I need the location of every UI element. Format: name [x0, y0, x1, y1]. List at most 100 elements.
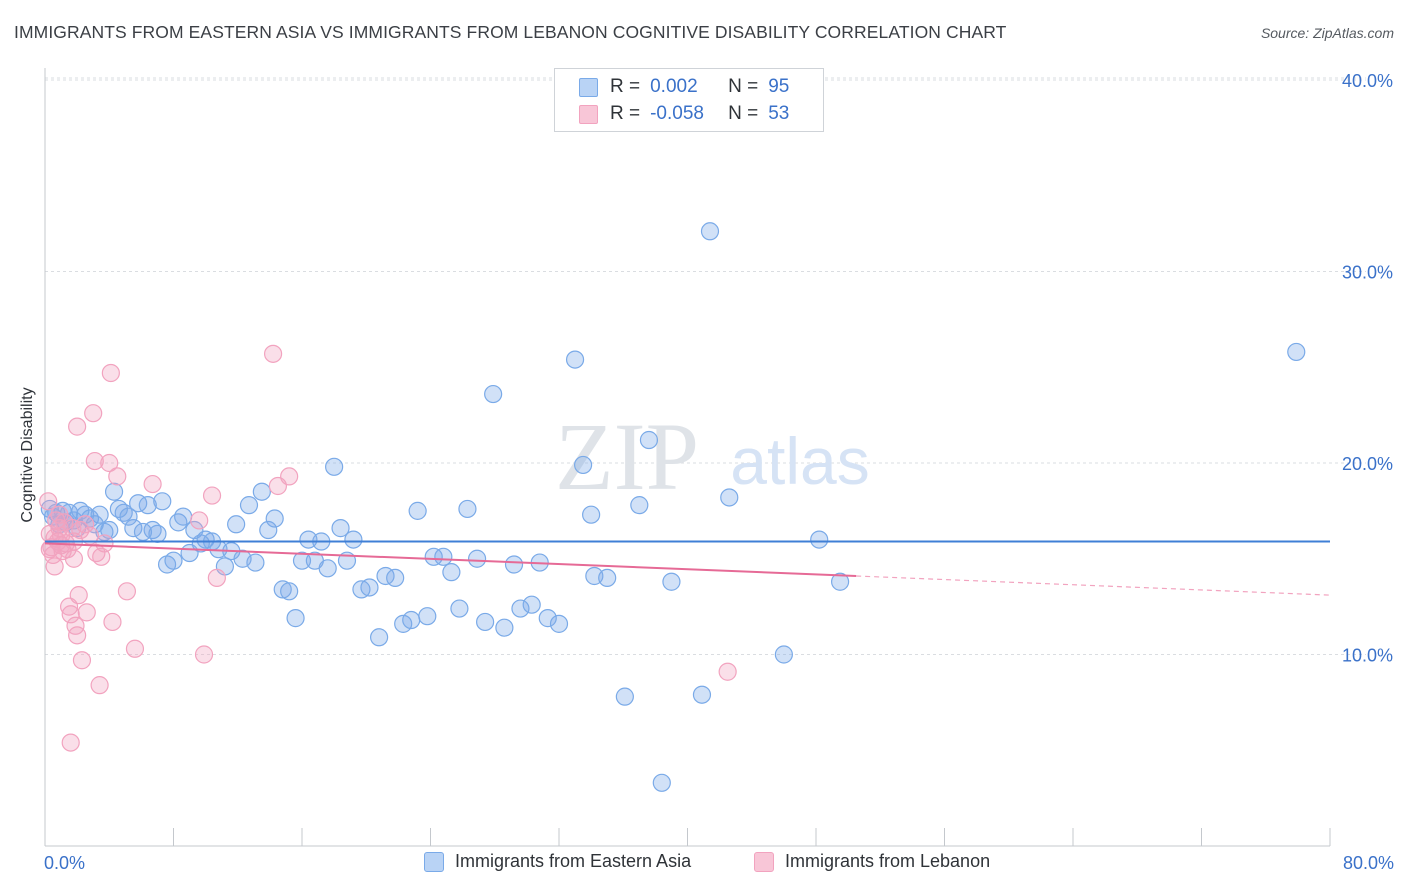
- point-eastern-asia: [280, 582, 299, 601]
- point-eastern-asia: [124, 519, 143, 538]
- point-eastern-asia: [196, 530, 215, 549]
- bottom-legend-swatch-lebanon: [754, 851, 774, 872]
- point-eastern-asia: [227, 515, 246, 534]
- watermark-atlas: atlas: [730, 424, 869, 498]
- point-lebanon: [143, 474, 162, 494]
- point-lebanon: [103, 612, 122, 632]
- bottom-legend-swatch-eastern-asia: [424, 851, 444, 872]
- trend-line-lebanon-extension: [856, 575, 1331, 596]
- point-eastern-asia: [344, 530, 363, 549]
- point-lebanon: [85, 451, 104, 471]
- point-eastern-asia: [360, 578, 379, 597]
- point-lebanon: [718, 662, 737, 681]
- point-lebanon: [100, 453, 119, 473]
- point-eastern-asia: [692, 685, 712, 704]
- point-eastern-asia: [408, 501, 427, 520]
- source-label: Source: ZipAtlas.com: [1260, 25, 1394, 41]
- legend-row-lebanon: R = -0.058 N = 53: [579, 102, 789, 126]
- point-eastern-asia: [286, 609, 305, 628]
- y-tick-labels: 10.0% 20.0% 30.0% 40.0%: [1342, 71, 1393, 666]
- point-eastern-asia: [318, 559, 337, 578]
- point-lebanon: [61, 605, 80, 624]
- point-eastern-asia: [639, 430, 659, 450]
- point-eastern-asia: [402, 610, 421, 630]
- point-lebanon: [125, 639, 145, 658]
- point-eastern-asia: [700, 222, 720, 241]
- point-lebanon: [95, 534, 114, 553]
- point-eastern-asia: [148, 524, 167, 543]
- x-tick-label-max: 80.0%: [1342, 853, 1394, 873]
- bottom-legend-lebanon: Immigrants from Lebanon: [754, 851, 990, 872]
- point-eastern-asia: [495, 618, 514, 637]
- point-eastern-asia: [582, 505, 601, 524]
- point-eastern-asia: [434, 547, 453, 566]
- point-eastern-asia: [662, 572, 681, 591]
- point-lebanon: [108, 467, 127, 486]
- point-eastern-asia: [476, 612, 495, 632]
- y-axis-label: Cognitive Disability: [19, 387, 36, 523]
- point-eastern-asia: [458, 499, 477, 519]
- legend-r-label: R =: [610, 103, 641, 124]
- point-eastern-asia: [538, 609, 557, 628]
- point-eastern-asia: [138, 496, 157, 515]
- point-lebanon: [50, 505, 69, 524]
- legend-r-label: R =: [610, 76, 641, 97]
- legend-n-value: 53: [768, 103, 790, 124]
- point-lebanon: [68, 626, 87, 645]
- point-lebanon: [202, 486, 222, 505]
- point-eastern-asia: [153, 492, 172, 511]
- point-eastern-asia: [565, 350, 585, 369]
- point-eastern-asia: [450, 599, 469, 618]
- point-eastern-asia: [169, 513, 188, 532]
- x-tick-label-min: 0.0%: [44, 853, 86, 873]
- point-eastern-asia: [504, 555, 524, 574]
- point-lebanon: [117, 582, 137, 601]
- point-eastern-asia: [467, 549, 487, 568]
- point-eastern-asia: [630, 496, 649, 515]
- point-eastern-asia: [424, 547, 443, 566]
- point-eastern-asia: [442, 563, 461, 582]
- y-tick-label: 40.0%: [1342, 71, 1393, 91]
- point-eastern-asia: [652, 773, 671, 792]
- point-eastern-asia: [720, 488, 739, 507]
- point-eastern-asia: [252, 482, 271, 501]
- point-eastern-asia: [370, 628, 389, 647]
- point-lebanon: [280, 467, 299, 486]
- point-lebanon: [64, 549, 84, 568]
- bottom-legend-label-lebanon: Immigrants from Lebanon: [785, 851, 991, 871]
- point-eastern-asia: [90, 505, 109, 524]
- point-eastern-asia: [774, 645, 793, 664]
- point-lebanon: [72, 651, 92, 670]
- point-lebanon: [190, 511, 209, 530]
- y-tick-label: 10.0%: [1342, 646, 1393, 666]
- point-lebanon: [194, 645, 214, 664]
- legend-row-eastern-asia: R = 0.002 N = 95: [579, 75, 789, 99]
- point-lebanon: [101, 363, 120, 383]
- point-eastern-asia: [325, 457, 344, 476]
- point-lebanon: [84, 404, 103, 423]
- point-eastern-asia: [418, 607, 437, 626]
- point-lebanon: [71, 520, 90, 540]
- bottom-legend-label-eastern-asia: Immigrants from Eastern Asia: [455, 851, 692, 871]
- trend-line-lebanon: [44, 542, 857, 577]
- legend-n-label: N =: [728, 103, 759, 124]
- point-eastern-asia: [1287, 342, 1306, 362]
- bottom-legend-eastern-asia: Immigrants from Eastern Asia: [424, 851, 691, 872]
- point-eastern-asia: [292, 551, 312, 570]
- legend-swatch-eastern-asia: [579, 77, 598, 97]
- point-eastern-asia: [100, 520, 119, 540]
- legend-r-value: -0.058: [650, 103, 704, 124]
- point-eastern-asia: [273, 580, 292, 599]
- point-eastern-asia: [511, 599, 530, 618]
- point-eastern-asia: [522, 595, 541, 614]
- y-tick-label: 30.0%: [1342, 263, 1393, 283]
- point-lebanon: [90, 676, 109, 695]
- series-lebanon-points: [39, 344, 737, 752]
- point-lebanon: [61, 733, 80, 752]
- point-lebanon: [76, 515, 95, 534]
- point-eastern-asia: [830, 572, 850, 591]
- axes: [44, 68, 1331, 847]
- grid-lines: [45, 77, 1366, 655]
- point-lebanon: [45, 557, 64, 576]
